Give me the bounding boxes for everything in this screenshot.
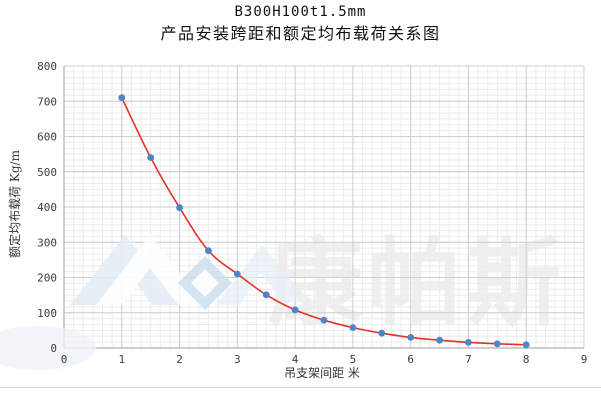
y-tick-label: 300	[37, 236, 57, 249]
data-point	[522, 341, 530, 349]
x-tick-label: 9	[581, 353, 588, 366]
x-tick-label: 4	[292, 353, 299, 366]
x-tick-label: 8	[523, 353, 530, 366]
y-tick-label: 500	[37, 166, 57, 179]
data-point	[291, 306, 299, 314]
data-point	[465, 339, 472, 346]
y-tick-label: 600	[37, 131, 57, 144]
axis-lines	[63, 66, 584, 349]
y-tick-label: 700	[37, 95, 57, 108]
data-point	[349, 324, 357, 331]
y-tick-label: 400	[37, 201, 57, 214]
x-axis-title: 吊支架间距 米	[284, 366, 360, 380]
data-point	[233, 270, 241, 278]
x-tick-label: 6	[407, 353, 414, 366]
chart-title: B300H100t1.5mm 产品安装跨距和额定均布载荷关系图	[0, 4, 601, 44]
data-point	[205, 247, 212, 255]
chart-title-line1: B300H100t1.5mm	[234, 4, 367, 20]
y-axis-title: 额定均布载荷 Kg/m	[7, 149, 22, 258]
data-point	[320, 316, 328, 324]
x-tick-label: 2	[176, 353, 183, 366]
data-point	[436, 336, 443, 344]
data-point	[262, 291, 270, 299]
x-tick-label: 1	[118, 353, 125, 366]
y-tick-label: 800	[37, 60, 57, 73]
data-points	[118, 94, 530, 349]
y-tick-label: 0	[50, 342, 57, 355]
data-point	[118, 94, 126, 102]
bottom-divider-line	[0, 387, 601, 388]
data-point	[493, 340, 501, 348]
x-tick-label: 7	[465, 353, 472, 366]
data-point	[378, 329, 386, 337]
data-point	[407, 334, 415, 341]
x-tick-label: 0	[61, 353, 68, 366]
data-point	[176, 204, 184, 212]
tick-labels: 0 1 2 3 4 5 6 7 8 9 0 100 200 300 400 500 600 700 800	[37, 60, 587, 366]
data-point	[147, 154, 155, 162]
watermark-logo-icon	[0, 235, 302, 370]
y-tick-label: 100	[37, 307, 57, 320]
y-tick-label: 200	[37, 272, 57, 285]
chart-title-line2: 产品安装跨距和额定均布载荷关系图	[160, 23, 441, 43]
x-tick-label: 5	[350, 353, 357, 366]
x-tick-label: 3	[234, 353, 241, 366]
